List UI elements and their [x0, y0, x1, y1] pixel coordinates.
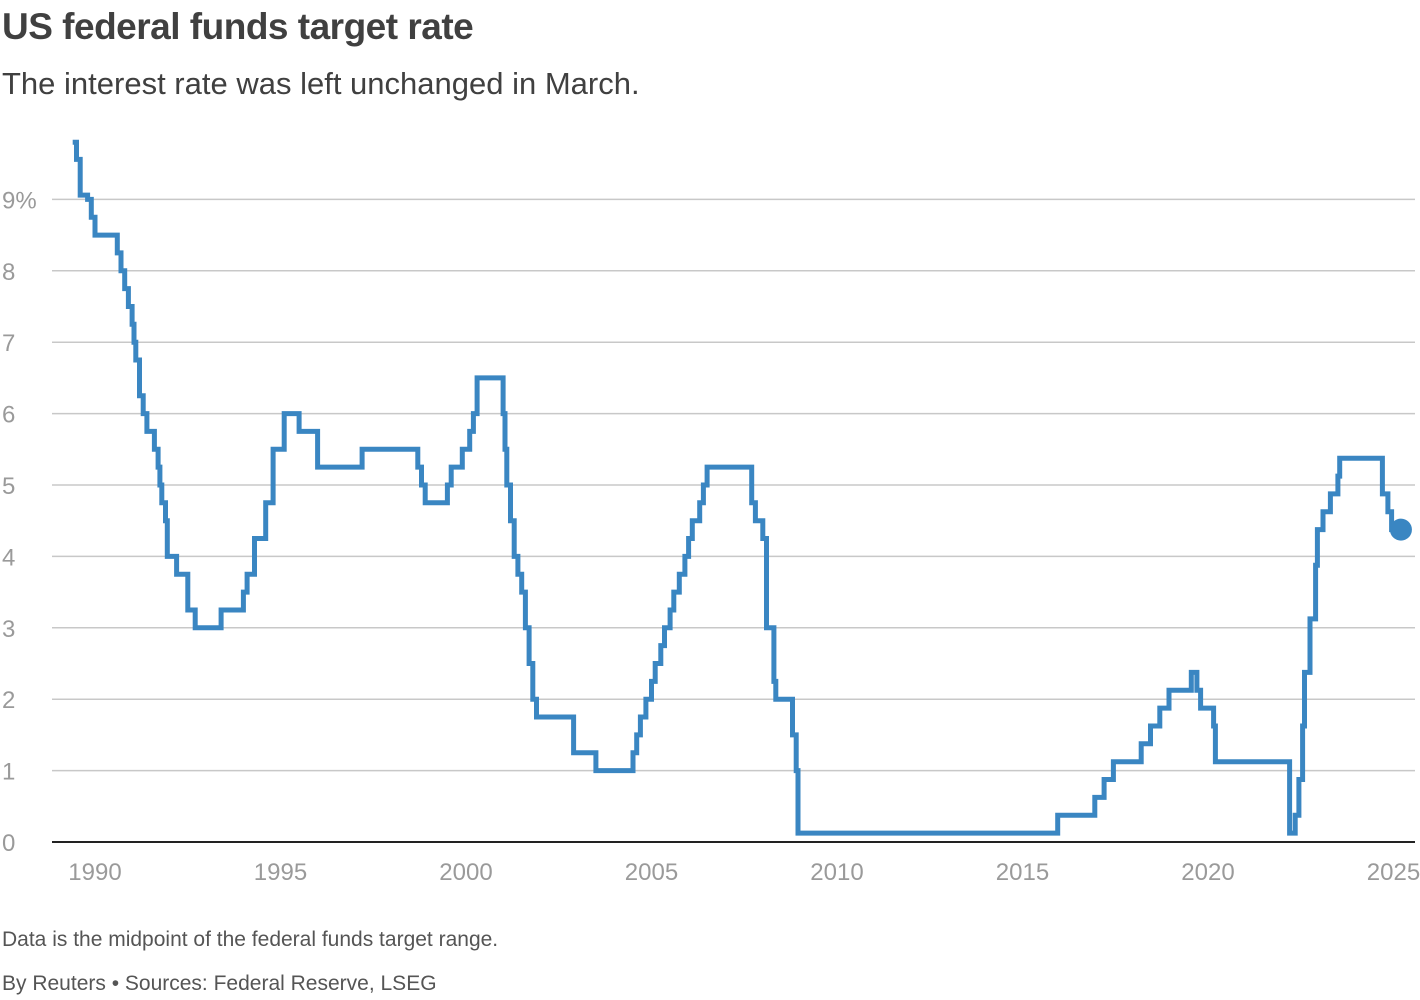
- y-tick-label: 9%: [2, 187, 37, 214]
- y-tick-label: 6: [2, 402, 15, 429]
- y-tick-label: 0: [2, 830, 15, 857]
- chart-subtitle: The interest rate was left unchanged in …: [2, 66, 640, 101]
- y-tick-label: 2: [2, 687, 15, 714]
- source-credit: By Reuters • Sources: Federal Reserve, L…: [2, 972, 437, 995]
- y-tick-label: 5: [2, 473, 15, 500]
- y-tick-label: 8: [2, 259, 15, 286]
- x-tick-label: 2025: [1367, 859, 1420, 886]
- x-tick-label: 2005: [625, 859, 678, 886]
- y-tick-label: 3: [2, 616, 15, 643]
- series-line-0: [72, 139, 1401, 836]
- gridlines: [52, 198, 1415, 843]
- data-note: Data is the midpoint of the federal fund…: [2, 928, 499, 951]
- x-axis-ticks: 1990 1995 2000 2005 2010 2015 2020 2025: [68, 859, 1420, 886]
- latest-value-marker: [1389, 518, 1412, 541]
- series-layer: [72, 139, 1412, 836]
- x-tick-label: 1990: [68, 859, 121, 886]
- y-tick-label: 1: [2, 759, 15, 786]
- y-tick-label: 7: [2, 330, 15, 357]
- y-axis-ticks: 0 1 2 3 4 5 6 7 8 9%: [2, 187, 37, 857]
- x-tick-label: 1995: [254, 859, 307, 886]
- y-tick-label: 4: [2, 544, 15, 571]
- x-tick-label: 2010: [810, 859, 863, 886]
- x-tick-label: 2015: [996, 859, 1049, 886]
- chart-title: US federal funds target rate: [2, 6, 474, 47]
- x-tick-label: 2000: [439, 859, 492, 886]
- x-tick-label: 2020: [1181, 859, 1234, 886]
